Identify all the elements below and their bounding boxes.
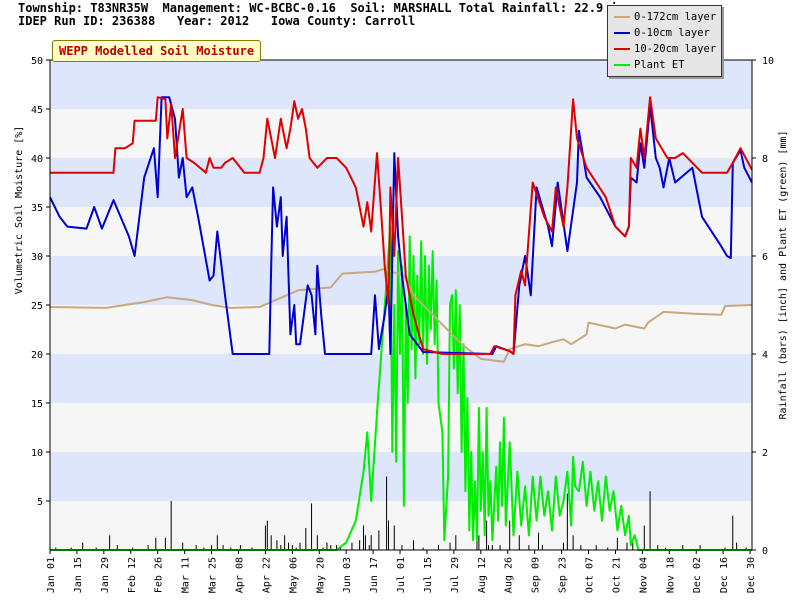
y2-tick-label: 0 bbox=[762, 546, 768, 557]
x-tick-label: Apr 08 bbox=[234, 557, 245, 593]
legend-item-172: 0-172cm layer bbox=[608, 10, 716, 24]
y-tick-label: 35 bbox=[31, 203, 43, 214]
x-tick-label: Jul 15 bbox=[423, 557, 434, 593]
x-tick-label: Aug 12 bbox=[477, 557, 488, 593]
axis-labels: Volumetric Soil Moisture [%] Rainfall (ba… bbox=[14, 126, 789, 420]
x-tick-label: Sep 23 bbox=[558, 557, 569, 593]
x-tick-label: Jan 29 bbox=[100, 557, 111, 593]
y2-tick-label: 8 bbox=[762, 154, 768, 165]
legend-label-plant-et: Plant ET bbox=[634, 59, 685, 71]
x-tick-label: Jan 15 bbox=[73, 557, 84, 593]
background-band bbox=[50, 452, 752, 501]
y2-tick-label: 2 bbox=[762, 448, 768, 459]
legend: 0-172cm layer 0-10cm layer 10-20cm layer… bbox=[607, 5, 722, 77]
legend-item-0-10: 0-10cm layer bbox=[608, 26, 710, 40]
y-tick-label: 25 bbox=[31, 301, 43, 312]
x-tick-label: Jul 29 bbox=[450, 557, 461, 593]
y-tick-label: 30 bbox=[31, 252, 43, 263]
header-line-1: Township: T83NR35W Management: WC-BCBC-0… bbox=[18, 1, 625, 15]
series-line-0-10cm-layer bbox=[49, 96, 753, 355]
x-tick-label: Jan 01 bbox=[46, 557, 57, 593]
x-tick-label: Apr 22 bbox=[261, 557, 272, 593]
x-tick-label: Dec 30 bbox=[746, 557, 757, 593]
y-tick-label: 45 bbox=[31, 105, 43, 116]
legend-label-10-20: 10-20cm layer bbox=[634, 43, 717, 55]
y-tick-label: 40 bbox=[31, 154, 43, 165]
x-tick-label: Feb 26 bbox=[154, 557, 165, 593]
x-tick-label: Jul 01 bbox=[396, 557, 407, 593]
background-band bbox=[50, 403, 752, 452]
x-tick-label: Feb 12 bbox=[127, 557, 138, 593]
x-tick-label: Nov 04 bbox=[638, 557, 649, 593]
background-band bbox=[50, 354, 752, 403]
x-tick-label: Dec 02 bbox=[692, 557, 703, 593]
background-band bbox=[50, 501, 752, 550]
legend-swatch-10-20 bbox=[614, 48, 630, 50]
y-tick-label: 50 bbox=[31, 56, 43, 67]
legend-label-172: 0-172cm layer bbox=[634, 11, 717, 23]
y-tick-label: 15 bbox=[31, 399, 43, 410]
y-tick-label: 5 bbox=[37, 497, 43, 508]
y2-tick-label: 6 bbox=[762, 252, 768, 263]
x-tick-label: Oct 21 bbox=[611, 557, 622, 593]
legend-swatch-172 bbox=[614, 16, 630, 18]
x-tick-label: Nov 18 bbox=[665, 557, 676, 593]
axis-ticks: 5 10 15 20 25 30 35 40 45 50 0 2 4 6 8 10 Jan 01 Jan 15 Ja… bbox=[31, 56, 774, 593]
y2-axis-label: Rainfall (bars) [inch] and Plant ET (gre… bbox=[778, 131, 789, 420]
rainfall-bars bbox=[55, 476, 753, 550]
y2-tick-label: 4 bbox=[762, 350, 768, 361]
chart-title: WEPP Modelled Soil Moisture bbox=[52, 40, 262, 62]
y-tick-label: 20 bbox=[31, 350, 43, 361]
legend-item-10-20: 10-20cm layer bbox=[608, 42, 716, 56]
legend-swatch-plant-et bbox=[614, 64, 630, 66]
y2-tick-label: 10 bbox=[762, 56, 774, 67]
legend-label-0-10: 0-10cm layer bbox=[634, 27, 710, 39]
x-tick-label: May 06 bbox=[288, 557, 299, 593]
legend-swatch-0-10 bbox=[614, 32, 630, 34]
series-line-0-172cm-layer bbox=[49, 267, 753, 363]
series-line-10-20cm-layer bbox=[50, 96, 753, 355]
x-tick-label: Jun 03 bbox=[342, 557, 353, 593]
data-series bbox=[49, 96, 753, 551]
x-tick-label: Jun 17 bbox=[369, 557, 380, 593]
x-tick-label: Mar 25 bbox=[208, 557, 219, 593]
x-tick-label: Dec 16 bbox=[719, 557, 730, 593]
series-line-plant-et bbox=[50, 225, 752, 551]
x-tick-label: May 20 bbox=[315, 557, 326, 593]
x-tick-label: Oct 07 bbox=[585, 557, 596, 593]
y-tick-label: 10 bbox=[31, 448, 43, 459]
header-line-2: IDEP Run ID: 236388 Year: 2012 Iowa Coun… bbox=[18, 14, 416, 28]
legend-item-plant-et: Plant ET bbox=[608, 58, 685, 72]
x-tick-label: Aug 26 bbox=[504, 557, 515, 593]
y-axis-label: Volumetric Soil Moisture [%] bbox=[14, 126, 25, 295]
x-tick-label: Sep 09 bbox=[531, 557, 542, 593]
x-tick-label: Mar 11 bbox=[181, 557, 192, 593]
